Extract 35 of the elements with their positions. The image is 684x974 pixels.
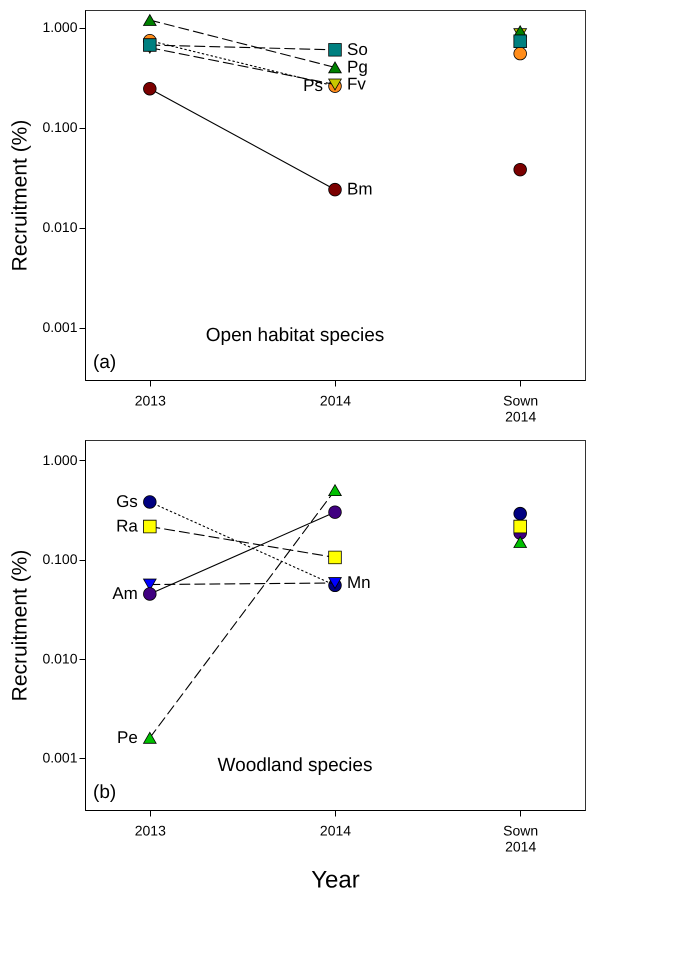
x-axis-title: Year: [311, 866, 360, 894]
y-tick-label: 0.010: [42, 219, 78, 236]
annotation: Ra: [116, 516, 138, 536]
annotation: Pg: [347, 57, 368, 76]
y-tick-label: 0.001: [42, 319, 78, 336]
annotation: Open habitat species: [206, 325, 384, 346]
annotation: Am: [112, 584, 138, 603]
annotation: Pe: [117, 728, 138, 747]
y-tick-label: 1.000: [42, 19, 78, 36]
point: [328, 505, 342, 519]
x-tick-label: Sown 2014: [503, 392, 538, 424]
x-tick-label: 2014: [320, 822, 352, 838]
annotation: Bm: [347, 180, 372, 199]
x-tick-label: Sown 2014: [503, 822, 538, 854]
annotation: Mn: [347, 573, 371, 592]
y-tick-label: 0.100: [42, 119, 78, 136]
point: [143, 520, 157, 534]
annotation: (a): [93, 352, 116, 373]
x-tick-label: 2014: [320, 392, 352, 408]
annotation: Ps: [303, 76, 323, 96]
y-axis-title: Recruitment (%): [8, 120, 32, 272]
y-axis-title: Recruitment (%): [8, 550, 32, 702]
point: [143, 495, 157, 509]
x-tick-label: 2013: [134, 392, 166, 408]
annotation: So: [347, 40, 368, 59]
annotation: Gs: [116, 492, 138, 511]
annotation: (b): [93, 782, 116, 803]
annotation: Woodland species: [218, 755, 372, 776]
y-tick-label: 0.001: [42, 750, 78, 766]
point: [328, 550, 342, 564]
y-tick-label: 0.100: [42, 551, 78, 568]
y-tick-label: 0.010: [42, 650, 78, 666]
y-tick-label: 1.000: [42, 452, 78, 468]
point: [143, 587, 157, 601]
x-tick-label: 2013: [134, 822, 166, 838]
